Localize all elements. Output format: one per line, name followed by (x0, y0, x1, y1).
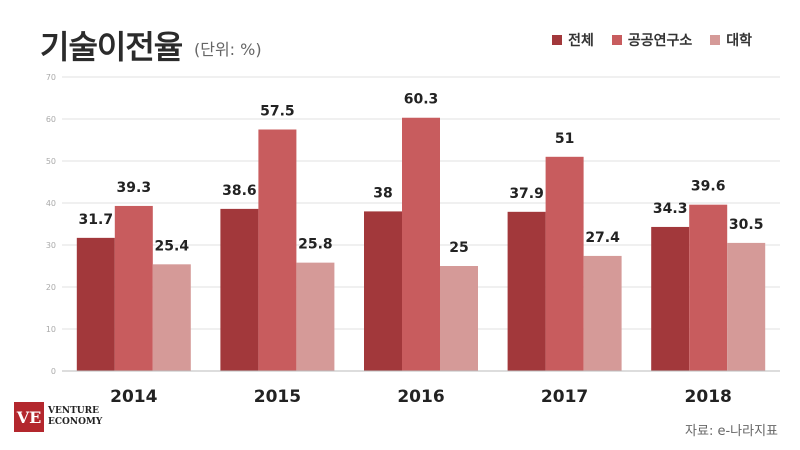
data-label: 27.4 (585, 230, 620, 246)
data-label: 51 (555, 131, 574, 147)
data-label: 37.9 (509, 186, 544, 202)
y-tick-label: 60 (46, 115, 56, 124)
bar (440, 266, 478, 371)
y-tick-label: 0 (51, 367, 56, 376)
bar (364, 211, 402, 371)
data-label: 38.6 (222, 183, 257, 199)
bar (114, 205, 153, 371)
data-label: 60.3 (404, 92, 439, 108)
bar (220, 208, 259, 371)
x-tick-label: 2015 (254, 387, 301, 407)
data-label: 25 (449, 240, 468, 256)
chart-subtitle: (단위: %) (194, 40, 262, 59)
y-tick-label: 10 (46, 325, 56, 334)
legend-swatch-public-research (611, 35, 622, 45)
x-tick-label: 2017 (541, 387, 588, 407)
logo-line1: VENTURE (48, 406, 99, 416)
legend-item-total: 전체 (552, 30, 594, 50)
data-label: 38 (373, 185, 392, 201)
data-label: 25.8 (298, 237, 333, 253)
bar (402, 117, 440, 372)
data-label: 25.4 (155, 238, 190, 254)
logo-mark: VE (14, 402, 44, 432)
bar (545, 156, 584, 371)
legend-label-total: 전체 (568, 33, 594, 49)
data-label: 57.5 (260, 104, 295, 120)
legend-swatch-university (710, 35, 721, 45)
x-tick-label: 2018 (685, 387, 732, 407)
y-tick-label: 70 (46, 73, 56, 82)
y-tick-label: 50 (46, 157, 56, 166)
bar (651, 226, 690, 371)
bar (507, 211, 546, 371)
data-label: 30.5 (729, 217, 764, 233)
legend: 전체 공공연구소 대학 (552, 30, 752, 50)
source-note: 자료: e-나라지표 (685, 424, 778, 439)
data-label: 31.7 (79, 212, 114, 228)
data-label: 39.3 (117, 180, 152, 196)
bar (689, 204, 728, 371)
x-tick-label: 2016 (397, 387, 444, 407)
logo-line2: ECONOMY (48, 417, 103, 427)
legend-item-public-research: 공공연구소 (611, 30, 693, 50)
bar (296, 262, 335, 371)
bar (76, 237, 115, 371)
logo-text: VENTURE ECONOMY (48, 406, 102, 428)
data-label: 39.6 (691, 179, 726, 195)
bar (258, 129, 297, 371)
legend-swatch-total (552, 35, 563, 45)
y-tick-label: 30 (46, 241, 56, 250)
y-tick-label: 20 (46, 283, 56, 292)
bar (152, 264, 191, 371)
data-label: 34.3 (653, 201, 688, 217)
x-tick-label: 2014 (110, 387, 157, 407)
bar (727, 242, 766, 371)
venture-economy-logo: VE VENTURE ECONOMY (14, 402, 102, 432)
y-tick-label: 40 (46, 199, 56, 208)
legend-label-public-research: 공공연구소 (627, 33, 693, 49)
bar (583, 255, 622, 371)
legend-item-university: 대학 (710, 30, 752, 50)
chart-title: 기술이전율 (40, 28, 183, 66)
legend-label-university: 대학 (726, 33, 752, 49)
